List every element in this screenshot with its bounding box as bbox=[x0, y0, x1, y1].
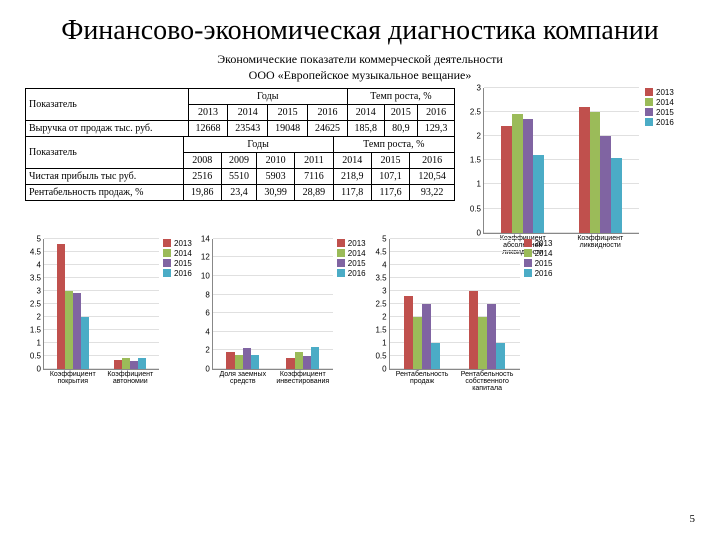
legend-item: 2013 bbox=[337, 239, 366, 248]
chart-liquidity: 00.511.522.53Коэффициент абсолютной ликв… bbox=[465, 88, 674, 234]
table-profit: Показатель Годы Темп роста, % 20082009 2… bbox=[25, 136, 455, 201]
legend-item: 2014 bbox=[524, 249, 553, 258]
legend-item: 2015 bbox=[163, 259, 192, 268]
legend-item: 2015 bbox=[645, 108, 674, 117]
page-title: Финансово-экономическая диагностика комп… bbox=[25, 15, 695, 47]
chart-profitability: 00.511.522.533.544.55Рентабельность прод… bbox=[371, 239, 553, 370]
legend-item: 2014 bbox=[163, 249, 192, 258]
legend-item: 2014 bbox=[645, 98, 674, 107]
legend-item: 2013 bbox=[163, 239, 192, 248]
legend-item: 2016 bbox=[524, 269, 553, 278]
table-row: Рентабельность продаж, % 19,8623,4 30,99… bbox=[26, 184, 455, 200]
page-number: 5 bbox=[690, 513, 696, 525]
table-row: Выручка от продаж тыс. руб. 1266823543 1… bbox=[26, 120, 455, 136]
chart-debt: 02468101214Доля заемных средствКоэффицие… bbox=[197, 239, 366, 370]
legend-item: 2013 bbox=[645, 88, 674, 97]
legend-item: 2015 bbox=[337, 259, 366, 268]
subtitle-2: ООО «Европейское музыкальное вещание» bbox=[25, 68, 695, 82]
legend-item: 2015 bbox=[524, 259, 553, 268]
subtitle-1: Экономические показатели коммерческой де… bbox=[25, 52, 695, 66]
legend-item: 2016 bbox=[645, 118, 674, 127]
legend-item: 2016 bbox=[337, 269, 366, 278]
legend-item: 2014 bbox=[337, 249, 366, 258]
table-revenue: Показатель Годы Темп роста, % 20132014 2… bbox=[25, 88, 455, 137]
legend-item: 2016 bbox=[163, 269, 192, 278]
chart-coverage: 00.511.522.533.544.55Коэффициент покрыти… bbox=[25, 239, 192, 370]
legend-item: 2013 bbox=[524, 239, 553, 248]
table-row: Чистая прибыль тыс руб. 25165510 5903711… bbox=[26, 168, 455, 184]
